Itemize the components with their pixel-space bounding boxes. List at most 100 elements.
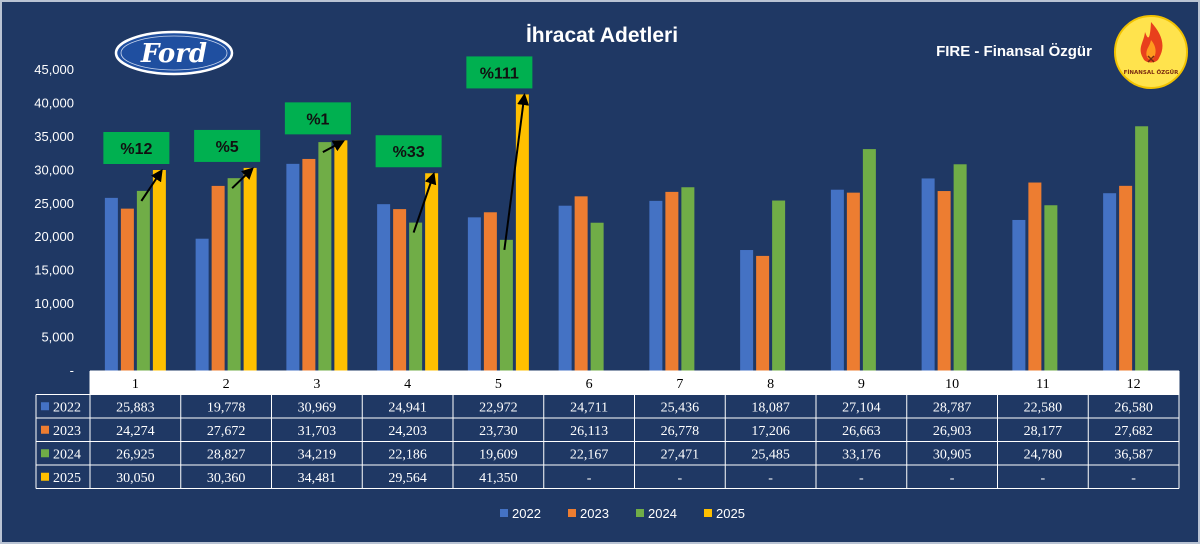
growth-arrow [412,171,437,233]
callout-label: %5 [216,139,239,156]
table-cell: 25,883 [116,400,155,415]
table-cell: - [678,471,683,486]
bar-2024-1 [136,190,150,371]
table-cell: 33,176 [842,447,881,462]
table-cell: 26,580 [1114,400,1153,415]
x-category-label: 8 [767,377,774,392]
table-cell: 23,730 [479,424,518,439]
table-cell: 34,481 [298,471,337,486]
table-cell: 22,167 [570,447,609,462]
series-row-label: 2023 [53,424,81,439]
growth-arrow [140,169,163,202]
bar-2022-11 [1012,219,1026,371]
bar-2023-8 [756,255,770,371]
x-category-label: 9 [858,377,865,392]
callout-box [103,131,170,164]
callout-label: %12 [120,141,152,158]
legend-swatch [636,509,644,517]
callout-label: %33 [393,144,425,161]
growth-arrow [503,93,530,250]
table-cell: 28,177 [1024,424,1063,439]
table-cell: 27,682 [1114,424,1153,439]
bar-2023-3 [302,158,316,371]
table-cell: 22,580 [1024,400,1063,415]
bar-2022-12 [1103,193,1117,371]
x-category-label: 7 [676,377,683,392]
x-category-label: 5 [495,377,502,392]
table-cell: 26,903 [933,424,972,439]
bar-2022-9 [830,189,844,371]
bar-2022-3 [286,163,300,371]
bar-2023-12 [1119,185,1133,371]
legend-label: 2024 [648,506,677,521]
bar-2022-1 [104,197,118,371]
table-cell: 24,711 [570,400,608,415]
bar-2025-1 [152,169,166,371]
bar-2022-7 [649,200,663,371]
table-cell: 30,969 [298,400,337,415]
series-swatch [41,472,49,481]
series-swatch [41,425,49,434]
table-cell: 22,972 [479,400,518,415]
table-cell: 27,672 [207,424,246,439]
callout-box [375,135,442,168]
y-tick-label: 40,000 [34,95,74,110]
bar-2024-12 [1135,126,1149,371]
table-cell: 26,778 [661,424,700,439]
bar-2023-11 [1028,182,1042,371]
flame-icon [1140,22,1163,63]
table-cell: - [1131,471,1136,486]
series-row-label: 2022 [53,400,81,415]
table-cell: - [950,471,955,486]
x-category-label: 4 [404,377,411,392]
table-cell: 30,360 [207,471,246,486]
y-tick-label: 30,000 [34,162,74,177]
table-cell: 22,186 [388,447,427,462]
legend-swatch [568,509,576,517]
y-tick-label: 45,000 [34,62,74,77]
bar-2023-10 [937,191,951,371]
table-cell: 30,905 [933,447,972,462]
table-cell: 24,780 [1024,447,1063,462]
table-cell: 26,113 [570,424,608,439]
y-tick-label: - [70,363,74,378]
table-cell: 31,703 [298,424,337,439]
bar-2023-5 [483,212,497,371]
legend-swatch [500,509,508,517]
x-category-label: 12 [1127,377,1141,392]
bar-2024-6 [590,222,604,371]
callout-label: %1 [306,111,329,128]
bar-2023-1 [120,208,134,371]
bar-2022-5 [467,217,481,371]
bar-2025-5 [515,94,529,372]
growth-arrow [322,140,345,153]
y-tick-label: 35,000 [34,129,74,144]
growth-callouts: %12 %5 %1 %33 %111 [103,56,533,250]
bar-2024-3 [318,142,332,371]
table-cell: 25,485 [751,447,790,462]
bar-2025-2 [243,167,257,371]
bar-2024-4 [409,222,423,371]
bars [104,94,1149,372]
bar-2022-6 [558,205,572,371]
table-cell: 36,587 [1114,447,1153,462]
growth-arrow [231,167,254,189]
legend-label: 2025 [716,506,745,521]
callout-box [284,102,351,135]
table-cell: - [768,471,773,486]
x-category-label: 11 [1036,377,1049,392]
series-swatch [41,402,49,411]
y-tick-label: 20,000 [34,229,74,244]
ford-logo-text: Ford [140,39,207,69]
bar-2024-11 [1044,205,1058,371]
bar-2022-4 [377,204,391,371]
table-cell: 26,925 [116,447,155,462]
legend-label: 2023 [580,506,609,521]
legend: 2022 2023 2024 2025 [500,506,745,521]
x-category-label: 3 [313,377,320,392]
table-cell: 25,436 [661,400,700,415]
table-cell: 17,206 [751,424,790,439]
table-cell: 24,941 [388,400,427,415]
